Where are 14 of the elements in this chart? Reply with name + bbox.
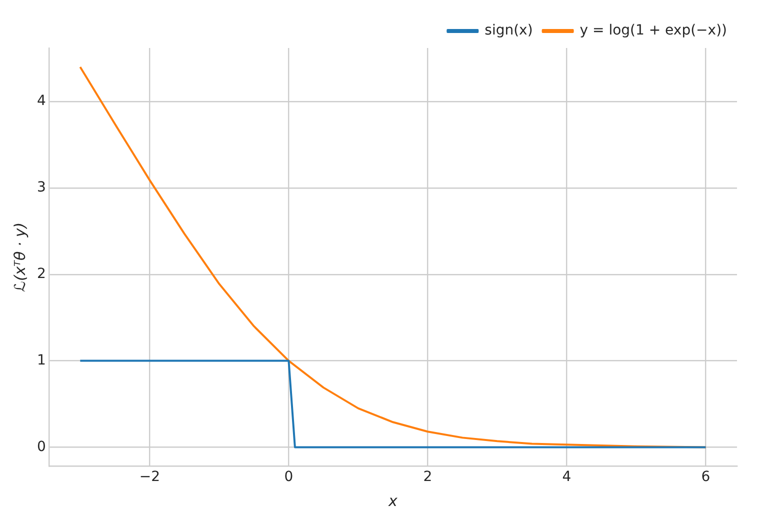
y-tick-label: 2 — [36, 266, 46, 282]
x-tick-label: 4 — [562, 469, 572, 486]
x-tick-label: 6 — [701, 469, 710, 486]
y-tick-label: 0 — [36, 438, 46, 455]
legend-label: sign(x) — [484, 22, 533, 39]
y-tick-label: 4 — [36, 93, 46, 110]
x-tick-label: −2 — [139, 469, 160, 486]
x-tick-label: 0 — [284, 469, 294, 486]
y-tick-label: 1 — [36, 352, 46, 368]
y-tick-label: 3 — [36, 180, 46, 196]
x-tick-label: 2 — [423, 469, 432, 486]
y-axis-title: ℒ(xᵀθ · y) — [10, 222, 29, 292]
x-axis-title: x — [388, 492, 398, 510]
legend-label: y = log(1 + exp(−x)) — [580, 22, 728, 39]
